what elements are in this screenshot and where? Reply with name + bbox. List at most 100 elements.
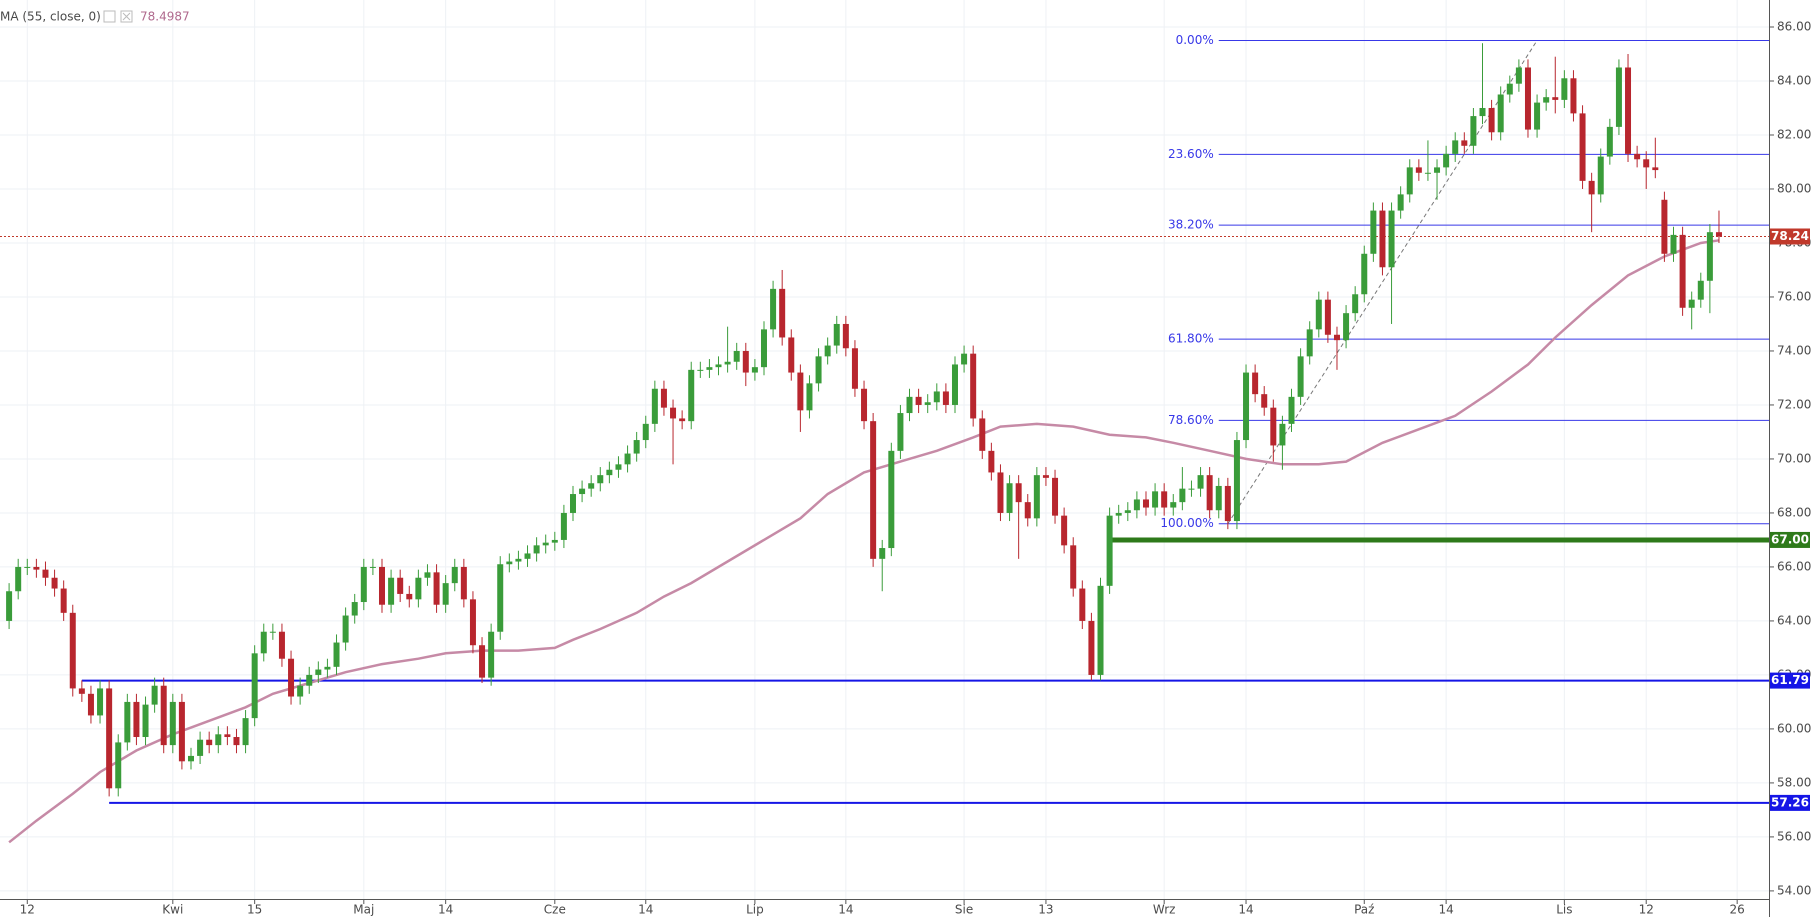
candle-body: [142, 704, 149, 738]
candle-body: [1343, 313, 1350, 341]
y-tick-label: 54.00: [1777, 883, 1811, 897]
candle-body: [151, 685, 158, 705]
candle-body: [1379, 210, 1386, 268]
candle-body: [1625, 67, 1632, 154]
candle-body: [888, 450, 895, 549]
x-tick-label: 14: [638, 903, 653, 917]
candle-body: [1188, 488, 1195, 490]
candle-body: [979, 418, 986, 451]
candle-body: [69, 612, 76, 689]
candle-body: [679, 418, 686, 422]
candle-body: [970, 353, 977, 419]
candle-body: [260, 631, 267, 654]
close-icon[interactable]: [120, 10, 133, 23]
candle-body: [670, 407, 677, 419]
candle-body: [1561, 78, 1568, 100]
candle-body: [342, 615, 349, 643]
y-tick-label: 76.00: [1777, 289, 1811, 303]
candle-body: [942, 391, 949, 405]
candle-body: [806, 383, 813, 411]
price-label-box: [1770, 228, 1810, 245]
candle-body: [579, 488, 586, 495]
candle-body: [460, 566, 467, 600]
candle-body: [278, 631, 285, 659]
candle-body: [606, 469, 613, 476]
price-label: 61.79: [1771, 673, 1809, 687]
y-tick-label: 56.00: [1777, 829, 1811, 843]
candle-body: [1352, 294, 1359, 314]
candle-body: [1434, 167, 1441, 173]
candle-body: [1324, 299, 1331, 335]
candle-body: [688, 369, 695, 422]
candle-body: [469, 599, 476, 646]
y-tick-label: 84.00: [1777, 73, 1811, 87]
candle-body: [133, 701, 140, 738]
candle-body: [1270, 407, 1277, 446]
settings-icon[interactable]: [103, 10, 116, 23]
candle-body: [242, 718, 249, 746]
plot: 0.00% 23.60% 38.20% 61.80% 78.60% 100.00%: [0, 33, 1769, 844]
candle-body: [706, 367, 713, 370]
candle-body: [933, 391, 940, 403]
candle-body: [1088, 620, 1095, 675]
y-tick-label: 72.00: [1777, 397, 1811, 411]
candle-body: [33, 566, 40, 570]
x-tick-label: Lis: [1556, 903, 1572, 917]
candle-body: [715, 364, 722, 368]
candle-body: [560, 512, 567, 540]
candle-body: [1534, 102, 1541, 130]
candle-body: [1406, 167, 1413, 195]
candle-body: [169, 701, 176, 746]
candle-body: [1470, 116, 1477, 146]
candle-body: [1634, 153, 1641, 160]
candle-body: [642, 423, 649, 441]
candle-body: [1115, 512, 1122, 516]
candle-body: [1006, 483, 1013, 513]
candle-body: [1052, 477, 1059, 516]
candle-body: [424, 572, 431, 578]
candle-body: [1570, 78, 1577, 114]
indicator-name: MA (55, close, 0): [0, 10, 101, 24]
candle-body: [524, 553, 531, 559]
candle-body: [1179, 488, 1186, 503]
candle-body: [1015, 483, 1022, 503]
fib-label: 0.00%: [1176, 33, 1214, 47]
candle-body: [1579, 113, 1586, 181]
candle-body: [1388, 210, 1395, 268]
candle-body: [588, 483, 595, 489]
price-label-box: [1770, 531, 1810, 548]
x-tick-label: 14: [1438, 903, 1453, 917]
price-label: 67.00: [1771, 532, 1809, 546]
candle-body: [1552, 97, 1559, 100]
candle-body: [1615, 67, 1622, 127]
candle-body: [1152, 491, 1159, 508]
candle-body: [6, 591, 13, 621]
x-tick-label: 14: [438, 903, 453, 917]
x-tick-label: 13: [1038, 903, 1053, 917]
candle-body: [433, 572, 440, 605]
candle-body: [870, 421, 877, 559]
candle-body: [87, 693, 94, 716]
candle-body: [178, 701, 185, 762]
candle-body: [97, 688, 104, 716]
candle-body: [1597, 156, 1604, 195]
x-tick-label: 12: [20, 903, 35, 917]
candle-body: [233, 737, 240, 746]
candle-body: [1370, 210, 1377, 254]
candle-body: [1106, 515, 1113, 586]
candle-body: [351, 602, 358, 616]
candle-body: [569, 494, 576, 513]
candle-body: [1652, 167, 1659, 171]
candle-body: [506, 561, 513, 565]
candle-body: [961, 353, 968, 365]
candle-body: [124, 701, 131, 743]
candle-body: [1361, 253, 1368, 295]
candle-body: [1670, 234, 1677, 254]
candle-body: [633, 440, 640, 454]
x-tick-label: Paź: [1354, 903, 1374, 917]
candle-body: [751, 367, 758, 373]
candle-body: [324, 666, 331, 670]
candle-body: [1315, 299, 1322, 330]
candle-body: [615, 464, 622, 470]
